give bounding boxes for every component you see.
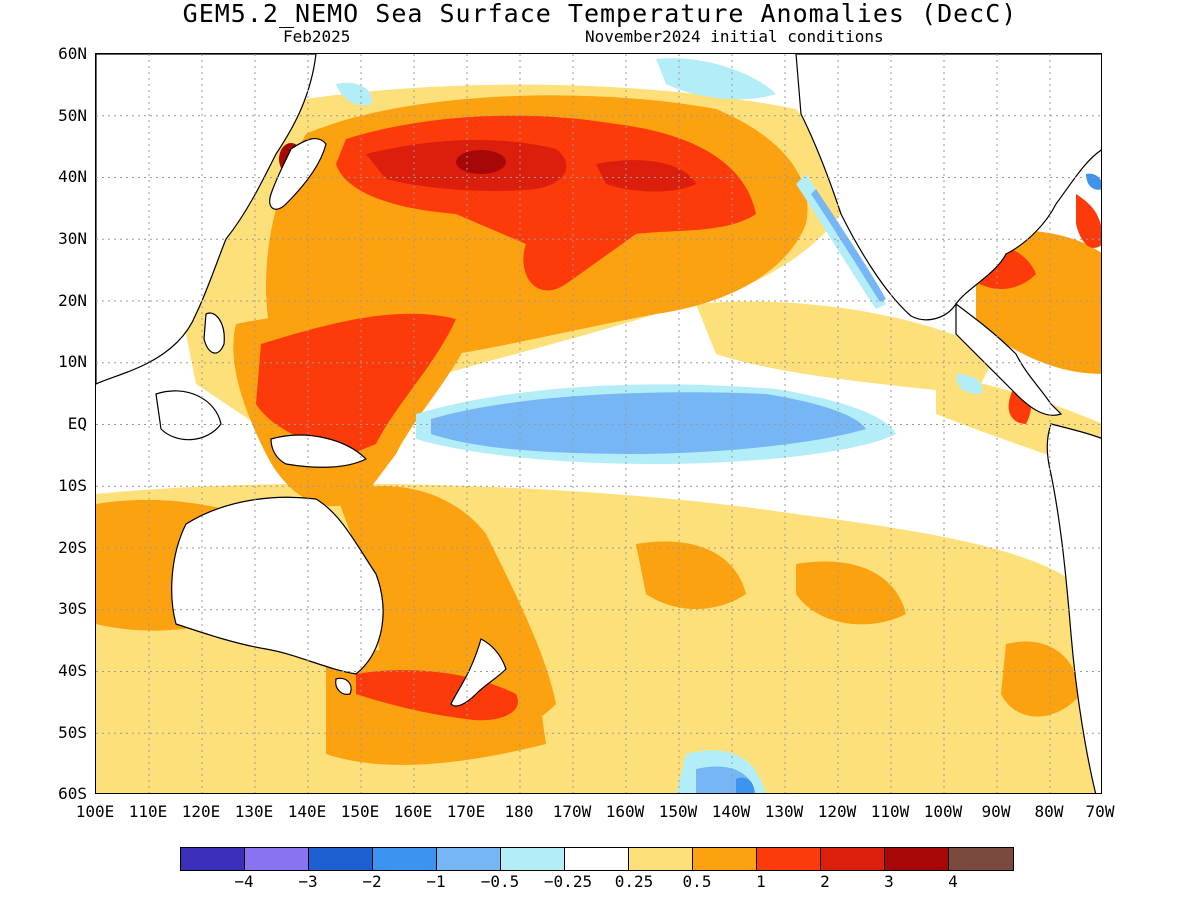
central-america bbox=[955, 302, 1063, 416]
lat-label: 30S bbox=[58, 599, 87, 618]
colorbar-swatch bbox=[245, 848, 309, 870]
south-america bbox=[1046, 423, 1101, 793]
coastlines bbox=[96, 54, 1101, 793]
tasmania bbox=[335, 677, 352, 695]
colorbar-label: −3 bbox=[298, 872, 318, 891]
new-zealand bbox=[450, 638, 507, 707]
colorbar-label: −0.5 bbox=[480, 872, 520, 891]
colorbar-swatch bbox=[181, 848, 245, 870]
lon-label: 110W bbox=[870, 802, 910, 821]
lon-label: 170E bbox=[446, 802, 486, 821]
lon-label: 140W bbox=[711, 802, 751, 821]
lat-label: 40S bbox=[58, 661, 87, 680]
colorbar-label: 0.25 bbox=[614, 872, 654, 891]
north-america bbox=[795, 54, 1101, 321]
map-canvas bbox=[96, 54, 1101, 793]
lon-label: 120W bbox=[817, 802, 857, 821]
forecast-month: Feb2025 bbox=[283, 27, 351, 46]
colorbar-label: 3 bbox=[884, 872, 894, 891]
lat-label: 10N bbox=[58, 352, 87, 371]
lon-label: 150E bbox=[340, 802, 380, 821]
lat-label: 10S bbox=[58, 476, 87, 495]
colorbar-label: 0.5 bbox=[682, 872, 712, 891]
lon-label: 80W bbox=[1034, 802, 1064, 821]
colorbar-swatch bbox=[885, 848, 949, 870]
lat-label: 50N bbox=[58, 106, 87, 125]
colorbar-label: −2 bbox=[362, 872, 382, 891]
map-title: GEM5.2_NEMO Sea Surface Temperature Anom… bbox=[182, 0, 1018, 28]
lon-label: 120E bbox=[181, 802, 221, 821]
colorbar-label: 2 bbox=[820, 872, 830, 891]
colorbar-swatch bbox=[629, 848, 693, 870]
lon-label: 100E bbox=[75, 802, 115, 821]
lat-label: 60S bbox=[58, 784, 87, 803]
colorbar-label: 4 bbox=[948, 872, 958, 891]
lon-label: 110E bbox=[128, 802, 168, 821]
lon-label: 170W bbox=[552, 802, 592, 821]
lon-label: 130E bbox=[234, 802, 274, 821]
sst-anomaly-map bbox=[95, 53, 1102, 794]
lat-label: 20N bbox=[58, 291, 87, 310]
lon-label: 150W bbox=[658, 802, 698, 821]
colorbar-swatch bbox=[373, 848, 437, 870]
lon-label: 100W bbox=[923, 802, 963, 821]
japan bbox=[269, 137, 327, 210]
lon-label: 130W bbox=[764, 802, 804, 821]
colorbar-label: −1 bbox=[426, 872, 446, 891]
colorbar-swatch bbox=[501, 848, 565, 870]
colorbar-label: −4 bbox=[234, 872, 254, 891]
anomaly-fill-mid-blue bbox=[736, 173, 1101, 793]
colorbar bbox=[180, 847, 1014, 871]
australia bbox=[171, 496, 384, 675]
lon-label: 160E bbox=[393, 802, 433, 821]
colorbar-swatch bbox=[757, 848, 821, 870]
colorbar-swatch bbox=[437, 848, 501, 870]
colorbar-swatch bbox=[949, 848, 1013, 870]
lat-label: 20S bbox=[58, 538, 87, 557]
lat-label: 30N bbox=[58, 229, 87, 248]
philippines bbox=[203, 312, 225, 354]
lon-label: 140E bbox=[287, 802, 327, 821]
lon-label: 70W bbox=[1085, 802, 1115, 821]
lon-label: 90W bbox=[981, 802, 1011, 821]
lat-label: 50S bbox=[58, 723, 87, 742]
new-guinea bbox=[270, 434, 368, 468]
colorbar-swatch bbox=[693, 848, 757, 870]
colorbar-label: −0.25 bbox=[543, 872, 593, 891]
lat-label: 60N bbox=[58, 44, 87, 63]
lon-label: 160W bbox=[605, 802, 645, 821]
colorbar-label: 1 bbox=[756, 872, 766, 891]
colorbar-swatch bbox=[821, 848, 885, 870]
lat-label: 40N bbox=[58, 167, 87, 186]
colorbar-swatch bbox=[309, 848, 373, 870]
lon-label: 180 bbox=[504, 802, 534, 821]
initial-conditions: November2024 initial conditions bbox=[585, 27, 884, 46]
lat-label: EQ bbox=[67, 414, 87, 433]
indonesia-borneo bbox=[155, 390, 222, 441]
colorbar-swatch bbox=[565, 848, 629, 870]
